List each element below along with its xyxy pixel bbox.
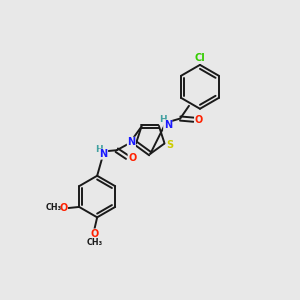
Text: N: N (100, 149, 108, 159)
Text: O: O (128, 153, 136, 163)
Text: H: H (96, 145, 103, 154)
Text: CH₃: CH₃ (86, 238, 102, 247)
Text: H: H (159, 116, 167, 124)
Text: N: N (164, 120, 172, 130)
Text: S: S (166, 140, 173, 150)
Text: O: O (59, 202, 68, 213)
Text: O: O (195, 115, 203, 125)
Text: Cl: Cl (195, 53, 205, 63)
Text: CH₃: CH₃ (46, 203, 62, 212)
Text: N: N (127, 137, 135, 147)
Text: O: O (90, 229, 98, 239)
